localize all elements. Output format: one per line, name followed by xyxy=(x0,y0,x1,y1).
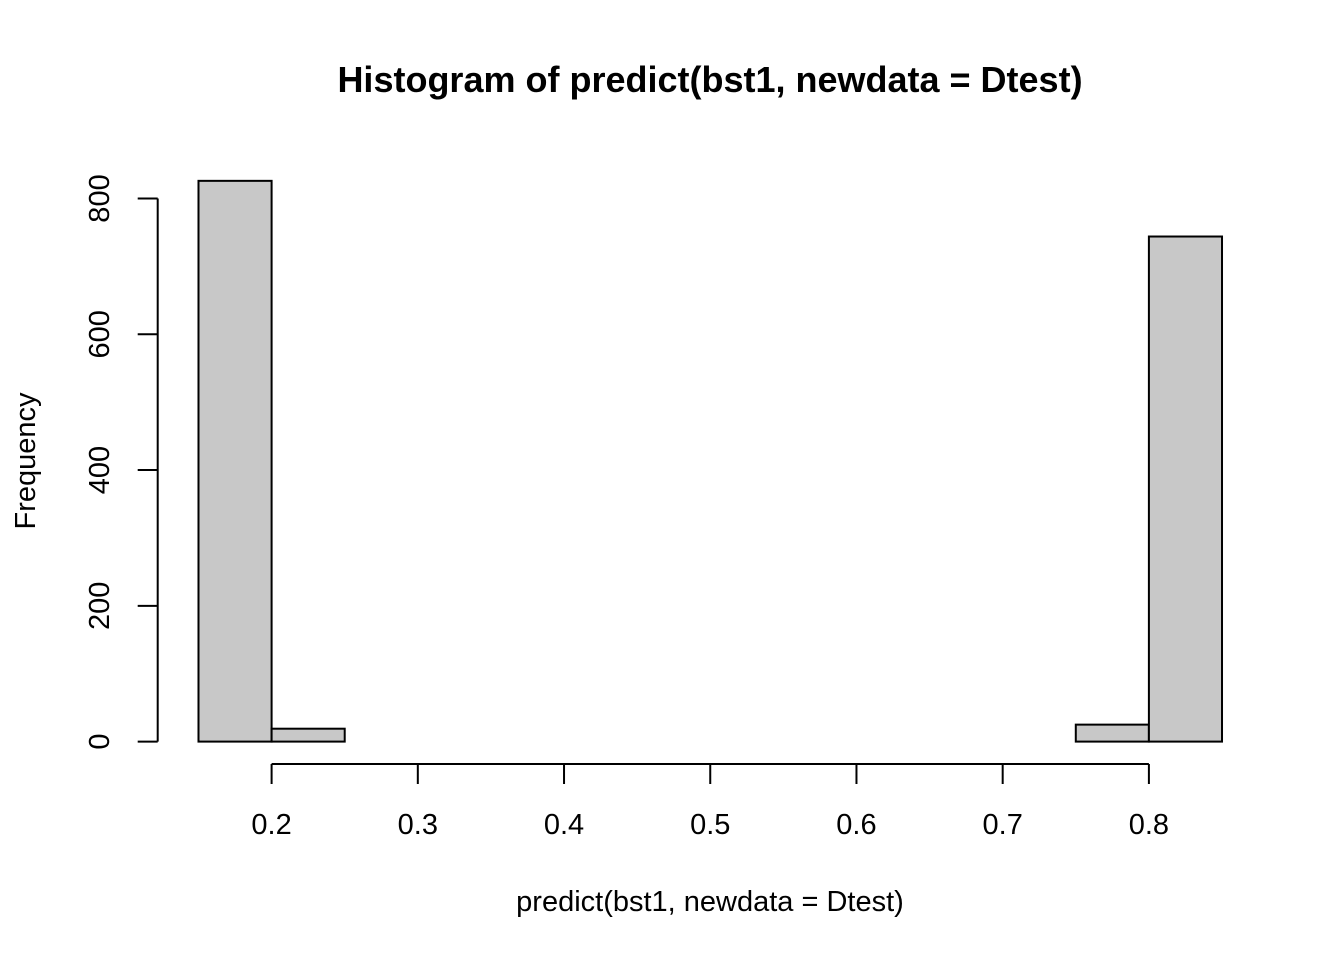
histogram-bar-0 xyxy=(197,179,273,743)
y-tick-label: 0 xyxy=(84,734,116,750)
x-tick-label: 0.3 xyxy=(398,809,438,841)
x-tick-label: 0.2 xyxy=(251,809,291,841)
y-tick-label: 600 xyxy=(84,310,116,358)
y-tick-label: 400 xyxy=(84,446,116,494)
x-tick-label: 0.7 xyxy=(983,809,1023,841)
x-axis: 0.2 0.3 0.4 0.5 0.6 0.7 0.8 xyxy=(251,763,1169,841)
y-tick-label: 800 xyxy=(84,174,116,222)
bars-group xyxy=(197,179,1224,743)
y-axis-label: Frequency xyxy=(10,392,42,530)
histogram-bar-13 xyxy=(1147,235,1224,743)
x-tick-label: 0.6 xyxy=(836,809,876,841)
y-tick-label: 200 xyxy=(84,582,116,630)
y-axis: 0 200 400 600 800 xyxy=(84,174,159,750)
x-tick-label: 0.4 xyxy=(544,809,584,841)
x-tick-label: 0.8 xyxy=(1129,809,1169,841)
chart-title: Histogram of predict(bst1, newdata = Dte… xyxy=(337,59,1082,100)
x-tick-label: 0.5 xyxy=(690,809,730,841)
histogram-bar-1 xyxy=(270,727,346,743)
x-axis-label: predict(bst1, newdata = Dtest) xyxy=(516,886,904,918)
histogram-bar-12 xyxy=(1074,723,1150,743)
